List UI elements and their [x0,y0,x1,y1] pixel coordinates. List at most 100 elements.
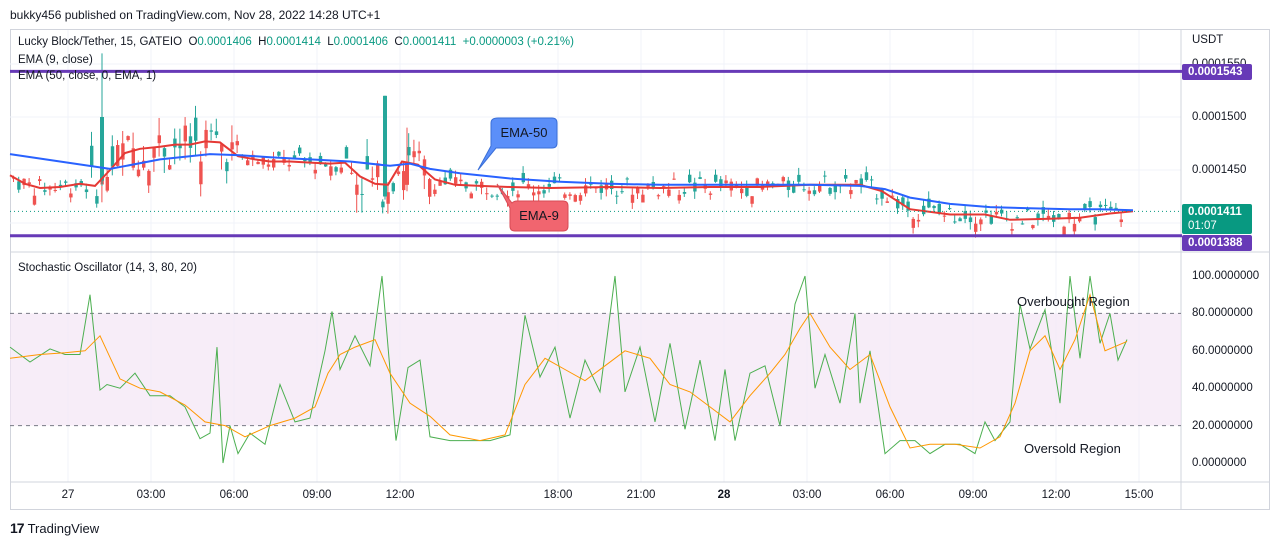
candle-body [214,131,219,135]
tradingview-logo[interactable]: 17 TradingView [10,520,99,536]
currency-label: USDT [1192,34,1224,46]
candle-body [833,185,837,193]
candle-body [781,177,785,182]
open-value: 0.0001406 [197,36,252,48]
candle-body [485,193,489,195]
candle-body [1083,203,1087,209]
candle-body [823,175,827,177]
candle-body [1015,217,1019,219]
candle-body [630,194,635,203]
candle-body [953,221,957,223]
candle-body [1062,226,1066,236]
high-value: 0.0001414 [266,36,321,48]
change-value: +0.0000003 (+0.21%) [462,36,574,48]
candle-body [235,141,239,146]
candle-body [433,189,437,194]
candle-body [573,195,577,202]
candle-body [313,169,317,174]
spike-candle-body [100,117,104,181]
time-label: 27 [61,489,75,501]
ema50-callout-bubble [477,117,558,171]
candle-body [292,155,297,158]
candle-body [714,174,718,182]
ema50-callout-label: EMA-50 [500,125,548,140]
close-label: C [394,36,403,48]
candle-body [698,177,702,179]
time-label: 06:00 [875,489,905,501]
candle-body [1104,204,1108,206]
candle-body [620,191,624,193]
candle-body [526,184,531,188]
candle-body [480,181,484,188]
candle-body [568,194,572,196]
candle-body [1031,225,1035,229]
candle-body [750,196,754,204]
candle-body [734,184,739,188]
publisher-line: bukky456 published on TradingView.com, N… [10,8,381,22]
candle-body [958,218,962,222]
candle-body [272,159,276,168]
candle-body [220,144,224,152]
candle-body [906,201,910,211]
low-value: 0.0001406 [333,36,389,48]
candle-body [162,148,167,157]
overbought-label: Overbought Region [1017,294,1130,309]
open-label: O [188,36,198,48]
candle-body [656,195,661,197]
candle-body [547,184,551,187]
candle-body [438,181,442,186]
stoch-tick: 20.0000000 [1192,420,1253,432]
candle-body [209,130,213,132]
ema9-legend[interactable]: EMA (9, close) [18,54,93,66]
main-legend: Lucky Block/Tether, 15, GATEIO O0.000140… [18,36,574,48]
time-label: 03:00 [136,489,166,501]
candle-body [901,197,905,206]
stoch-tick: 60.0000000 [1192,345,1253,357]
candle-body [532,192,536,196]
candle-body [1067,212,1071,220]
candle-body [90,145,94,166]
candle-body [448,169,453,179]
ema50-legend[interactable]: EMA (50, close, 0, EMA, 1) [18,70,157,82]
candle-body [256,161,260,165]
candle-body [116,145,120,166]
candle-body [287,165,291,167]
candle-body [355,184,359,195]
candle-body [199,161,203,185]
candle-body [755,178,759,186]
time-label: 18:00 [543,489,573,501]
candle-body [719,179,723,187]
level-lines [10,69,1182,238]
candle-body [329,166,333,176]
candle-body [942,215,947,217]
time-label: 15:00 [1124,489,1154,501]
candle-body [38,179,42,182]
candle-body [688,174,692,183]
stoch-legend[interactable]: Stochastic Oscillator (14, 3, 80, 20) [18,262,197,274]
candle-body [157,135,161,144]
candle-body [391,183,395,192]
candle-body [1119,219,1123,223]
candle-body [298,147,302,154]
candle-body [563,194,567,198]
candle-body [636,186,640,194]
candle-body [1010,229,1014,231]
symbol-label[interactable]: Lucky Block/Tether, 15, GATEIO [18,36,183,48]
oversold-label: Oversold Region [1024,441,1121,456]
candle-body [417,150,421,154]
candle-body [1036,213,1040,219]
candle-body [1098,204,1103,208]
candle-body [922,205,926,215]
candle-body [27,182,31,184]
candle-body [22,178,26,186]
candle-body [1046,215,1051,219]
candle-body [1041,207,1045,214]
candle-body [152,148,156,158]
price-tick: 0.0001500 [1192,111,1247,123]
candle-body [1114,207,1118,209]
low-label: L [327,36,334,48]
candle-body [142,160,146,168]
candle-body [350,172,354,174]
candle-body [53,189,57,191]
